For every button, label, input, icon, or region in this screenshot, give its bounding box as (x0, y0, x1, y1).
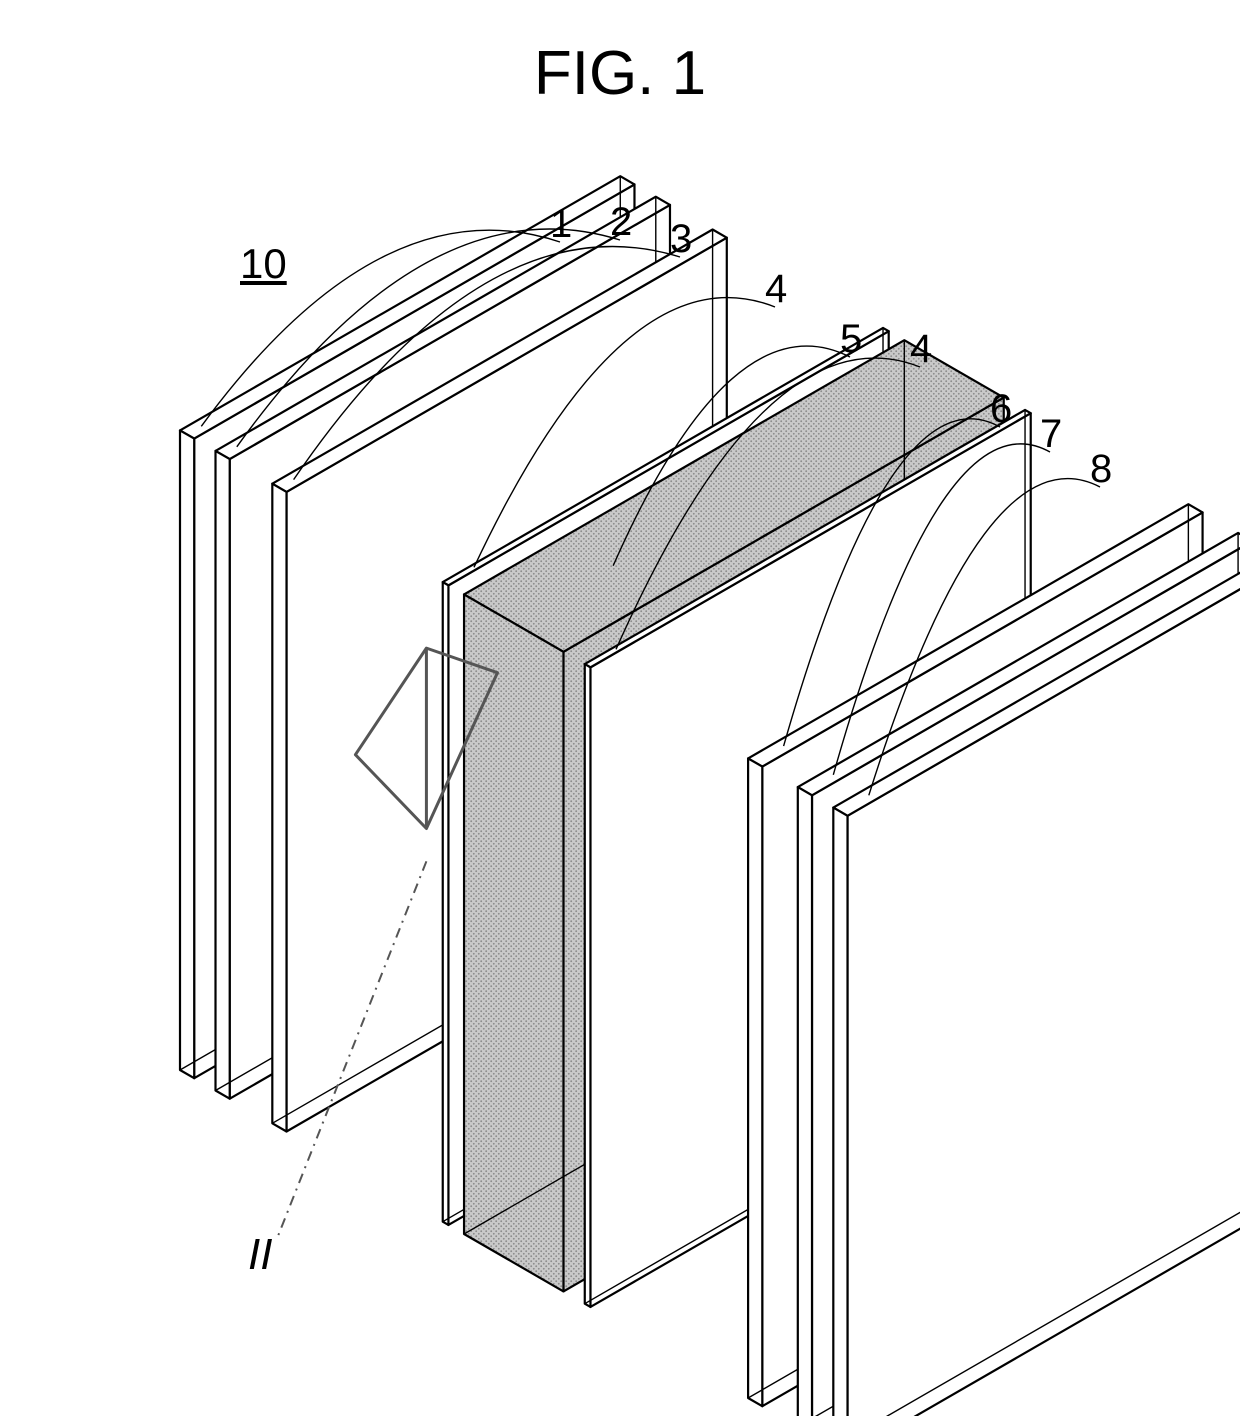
plane-label-6: 6 (990, 387, 1012, 432)
planes-group (180, 176, 1240, 1416)
plane-label-7: 7 (1040, 412, 1062, 457)
plane-label-4: 4 (910, 327, 932, 372)
plane-label-4: 4 (765, 267, 787, 312)
plane-label-5: 5 (840, 317, 862, 362)
plane-label-8: 8 (1090, 447, 1112, 492)
plane-label-3: 3 (670, 217, 692, 262)
figure-container: FIG. 1 10 II 123454678 (0, 0, 1240, 1416)
plane-label-2: 2 (610, 200, 632, 245)
plane-label-1: 1 (550, 202, 572, 247)
